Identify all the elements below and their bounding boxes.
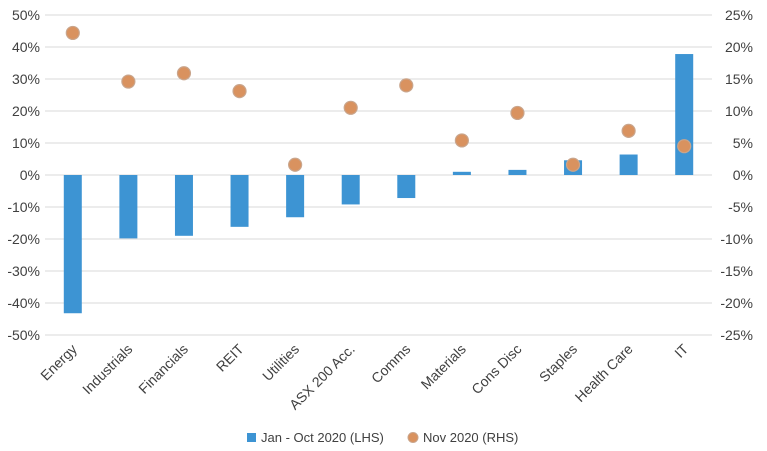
scatter-series [65,25,692,172]
scatter-point [621,123,636,138]
bar [452,171,471,175]
right-tick-label: 15% [725,71,753,87]
left-tick-label: 0% [20,167,40,183]
left-tick-label: -20% [7,231,40,247]
bar [63,175,82,314]
right-tick-label: -5% [728,199,753,215]
right-tick-label: 5% [733,135,753,151]
right-tick-label: 20% [725,39,753,55]
scatter-point [399,78,414,93]
scatter-point [677,139,692,154]
bar [230,175,249,227]
right-tick-label: 25% [725,7,753,23]
gridlines [45,14,712,336]
scatter-point [232,84,247,99]
bar [286,175,305,218]
left-tick-label: 20% [12,103,40,119]
category-label: Comms [368,341,413,386]
right-axis: 25% 20% 15% 10% 5% 0% -5% -10% -15% -20% -25% [720,7,753,343]
right-tick-label: -15% [720,263,753,279]
bar [619,154,638,175]
left-tick-label: 40% [12,39,40,55]
category-label: Utilities [259,341,302,384]
right-tick-label: -10% [720,231,753,247]
scatter-point [65,25,80,41]
bar [508,169,527,175]
category-label: Industrials [79,341,135,397]
left-tick-label: -40% [7,295,40,311]
category-label: IT [671,340,691,360]
bar [341,175,360,205]
legend: Jan - Oct 2020 (LHS) Nov 2020 (RHS) [247,430,518,445]
right-tick-label: 10% [725,103,753,119]
scatter-point [565,157,581,172]
bar-series [63,54,694,314]
legend-label-scatter: Nov 2020 (RHS) [423,430,518,445]
left-axis: 50% 40% 30% 20% 10% 0% -10% -20% -30% -40% -50% [7,7,40,343]
legend-label-bar: Jan - Oct 2020 (LHS) [261,430,384,445]
left-tick-label: 10% [12,135,40,151]
bar [397,175,416,199]
category-label: Health Care [572,341,636,405]
scatter-point [176,66,192,81]
right-tick-label: 0% [733,167,753,183]
scatter-point [454,133,469,148]
category-label: Staples [536,341,580,385]
category-axis: Energy Industrials Financials REIT Utilities… [37,340,691,412]
right-tick-label: -25% [720,327,753,343]
category-label: Energy [37,341,80,384]
scatter-point [510,105,525,121]
scatter-point [288,157,303,172]
category-label: REIT [213,340,247,374]
left-tick-label: -30% [7,263,40,279]
bar [174,175,193,236]
bar [675,54,694,175]
left-tick-label: -50% [7,327,40,343]
category-label: Financials [135,341,191,397]
right-tick-label: -20% [720,295,753,311]
legend-swatch-scatter [407,432,419,443]
left-tick-label: 30% [12,71,40,87]
category-label: Cons Disc [468,341,524,397]
scatter-point [121,74,136,89]
left-tick-label: 50% [12,7,40,23]
scatter-point [343,100,358,115]
category-label: Materials [418,341,469,392]
bar [119,175,138,239]
legend-swatch-bar [247,433,256,442]
left-tick-label: -10% [7,199,40,215]
